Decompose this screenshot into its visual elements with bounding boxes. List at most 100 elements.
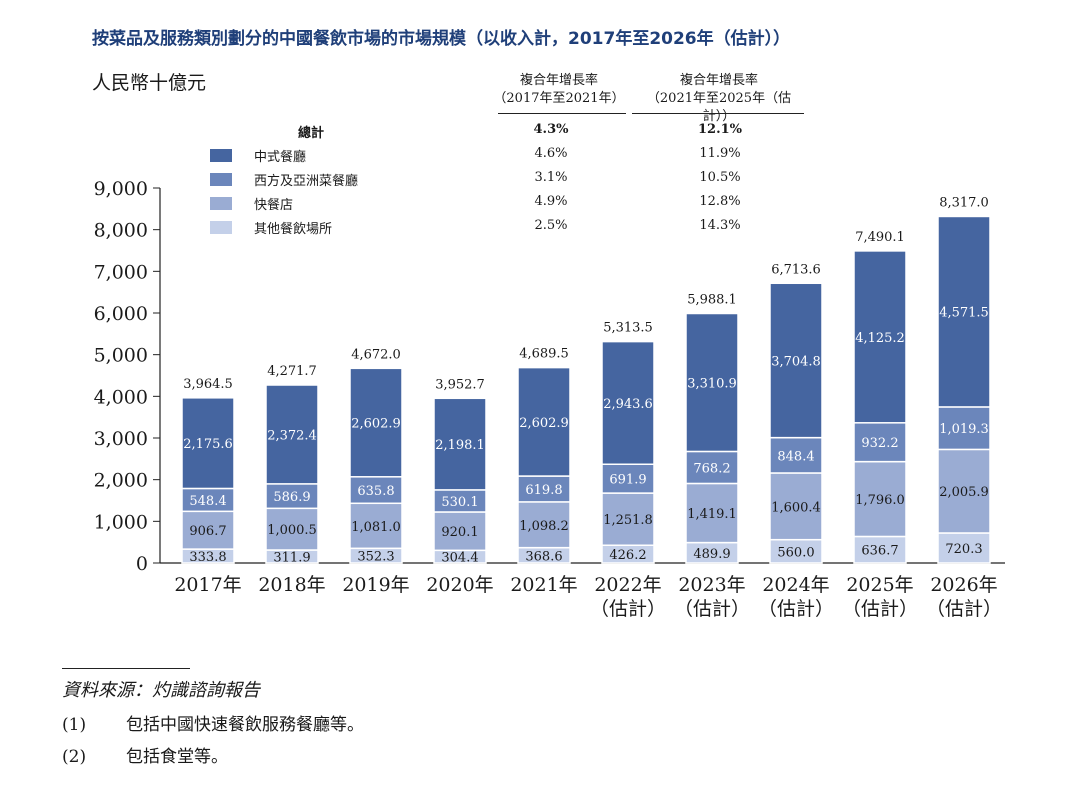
bar-data-label: 1,019.3 — [939, 422, 989, 437]
cagr-header-line1: 複合年增長率 — [679, 73, 758, 88]
bar-segment — [601, 463, 655, 494]
bar-data-label: 3,704.8 — [771, 354, 821, 369]
x-tick-label: （估計） — [926, 598, 1002, 620]
bar-data-label: 636.7 — [861, 544, 898, 559]
bar-data-label: 1,251.8 — [603, 513, 653, 528]
bar-total-label: 7,490.1 — [855, 230, 905, 245]
bar-data-label: 619.8 — [525, 483, 562, 498]
source-note: 資料來源：灼識諮詢報告 — [62, 680, 260, 701]
legend-total-cagr1: 4.3% — [533, 122, 569, 137]
x-tick-label: 2020年 — [426, 574, 493, 596]
x-tick-label: 2024年 — [762, 574, 829, 596]
bar-total-label: 6,713.6 — [771, 262, 821, 277]
bar-segment — [349, 367, 403, 478]
legend-item: 其他餐飲場所 2.5% 14.3% — [210, 216, 770, 240]
bar-segment — [685, 482, 739, 544]
legend-total-row: 總計 4.3% 12.1% — [210, 120, 770, 144]
bar-data-label: 1,419.1 — [687, 507, 737, 522]
x-tick-label: 2023年 — [678, 574, 745, 596]
legend-item: 快餐店 4.9% 12.8% — [210, 192, 770, 216]
y-tick-label: 5,000 — [94, 345, 148, 367]
bar-total-label: 5,988.1 — [687, 292, 737, 307]
bar-data-label: 768.2 — [693, 461, 730, 476]
bar-total-label: 3,964.5 — [183, 377, 233, 392]
bar-segment — [937, 406, 991, 451]
stacked-bar-chart: 0 1,000 2,000 3,000 4,000 5,000 6,000 7,000 8,00… — [94, 178, 1005, 620]
bar-segment — [853, 422, 907, 463]
legend-label: 快餐店 — [254, 198, 294, 213]
bar-data-label: 1,081.0 — [351, 520, 401, 535]
bar-data-label: 2,198.1 — [435, 438, 485, 453]
x-tick-label: 2025年 — [846, 574, 913, 596]
legend-cagr2: 12.8% — [699, 194, 741, 209]
y-tick-label: 9,000 — [94, 178, 148, 200]
bar-segment — [769, 282, 823, 439]
cagr-header-line1: 複合年增長率 — [519, 73, 598, 88]
bar-segment — [181, 397, 235, 490]
y-tick-label: 7,000 — [94, 261, 148, 283]
footnote-text: 包括中國快速餐飲服務餐廳等。 — [126, 715, 364, 735]
bar-total-label: 4,271.7 — [267, 364, 317, 379]
bar-data-label: 2,372.4 — [267, 428, 317, 443]
bar-segment — [349, 476, 403, 505]
bar-total-label: 5,313.5 — [603, 321, 653, 336]
bar-segment — [937, 215, 991, 408]
legend-label: 中式餐廳 — [254, 150, 307, 165]
legend-item: 中式餐廳 4.6% 11.9% — [210, 144, 770, 168]
bar-total-label: 4,689.5 — [519, 347, 569, 362]
bar-segment — [937, 448, 991, 534]
cagr-header-line2: （2017年至2021年） — [493, 91, 625, 106]
legend-cagr2: 10.5% — [699, 170, 741, 185]
x-tick-label: 2017年 — [174, 574, 241, 596]
legend-cagr1: 2.5% — [534, 218, 568, 233]
bar-segment — [685, 312, 739, 453]
bar-segment — [853, 535, 907, 564]
bar-data-label: 1,098.2 — [519, 519, 569, 534]
bar-segment — [601, 492, 655, 546]
legend-swatch — [210, 149, 232, 162]
bar-segment — [853, 250, 907, 424]
legend-item: 西方及亞洲菜餐廳 3.1% 10.5% — [210, 168, 770, 192]
bar-data-label: 1,796.0 — [855, 493, 905, 508]
bar-data-label: 368.6 — [525, 549, 562, 564]
bar-segment — [685, 450, 739, 485]
y-tick-label: 1,000 — [94, 511, 148, 533]
cagr-header-line2: （2021年至2025年（估計）） — [646, 91, 792, 124]
chart-title: 按菜品及服務類別劃分的中國餐飲市場的市場規模（以收入計，2017年至2026年（… — [92, 29, 791, 49]
bar-total-label: 3,952.7 — [435, 377, 485, 392]
x-tick-label: 2019年 — [342, 574, 409, 596]
footnote-number: (2) — [62, 747, 87, 767]
bar-data-label: 489.9 — [693, 547, 730, 562]
bar-data-label: 530.1 — [441, 495, 478, 510]
bar-data-label: 586.9 — [273, 490, 310, 505]
bar-data-label: 2,602.9 — [519, 416, 569, 431]
legend-label: 其他餐飲場所 — [254, 222, 333, 237]
bar-data-label: 560.0 — [777, 545, 814, 560]
cagr-header-rule — [632, 113, 804, 114]
x-tick-label: （估計） — [674, 598, 750, 620]
legend-cagr2: 14.3% — [699, 218, 741, 233]
bar-data-label: 426.2 — [609, 548, 646, 563]
bar-segment — [265, 507, 319, 551]
bar-data-label: 352.3 — [357, 550, 394, 565]
footnote-number: (1) — [62, 715, 87, 735]
bar-data-label: 920.1 — [441, 525, 478, 540]
y-tick-label: 8,000 — [94, 220, 148, 242]
y-tick-label: 2,000 — [94, 470, 148, 492]
bar-data-label: 311.9 — [273, 551, 310, 566]
bar-total-label: 4,672.0 — [351, 347, 401, 362]
bar-total-label: 8,317.0 — [939, 195, 989, 210]
bar-data-label: 691.9 — [609, 473, 646, 488]
legend-label: 西方及亞洲菜餐廳 — [254, 174, 359, 189]
legend-swatch — [210, 173, 232, 186]
bar-data-label: 720.3 — [945, 542, 982, 557]
x-tick-label: （估計） — [842, 598, 918, 620]
x-tick-label: 2021年 — [510, 574, 577, 596]
bar-data-label: 4,571.5 — [939, 306, 989, 321]
bar-segment — [517, 366, 571, 477]
bar-data-label: 906.7 — [189, 524, 226, 539]
x-tick-label: 2018年 — [258, 574, 325, 596]
bar-segment — [601, 340, 655, 466]
bar-segment — [265, 384, 319, 485]
footnote-rule — [62, 668, 190, 669]
